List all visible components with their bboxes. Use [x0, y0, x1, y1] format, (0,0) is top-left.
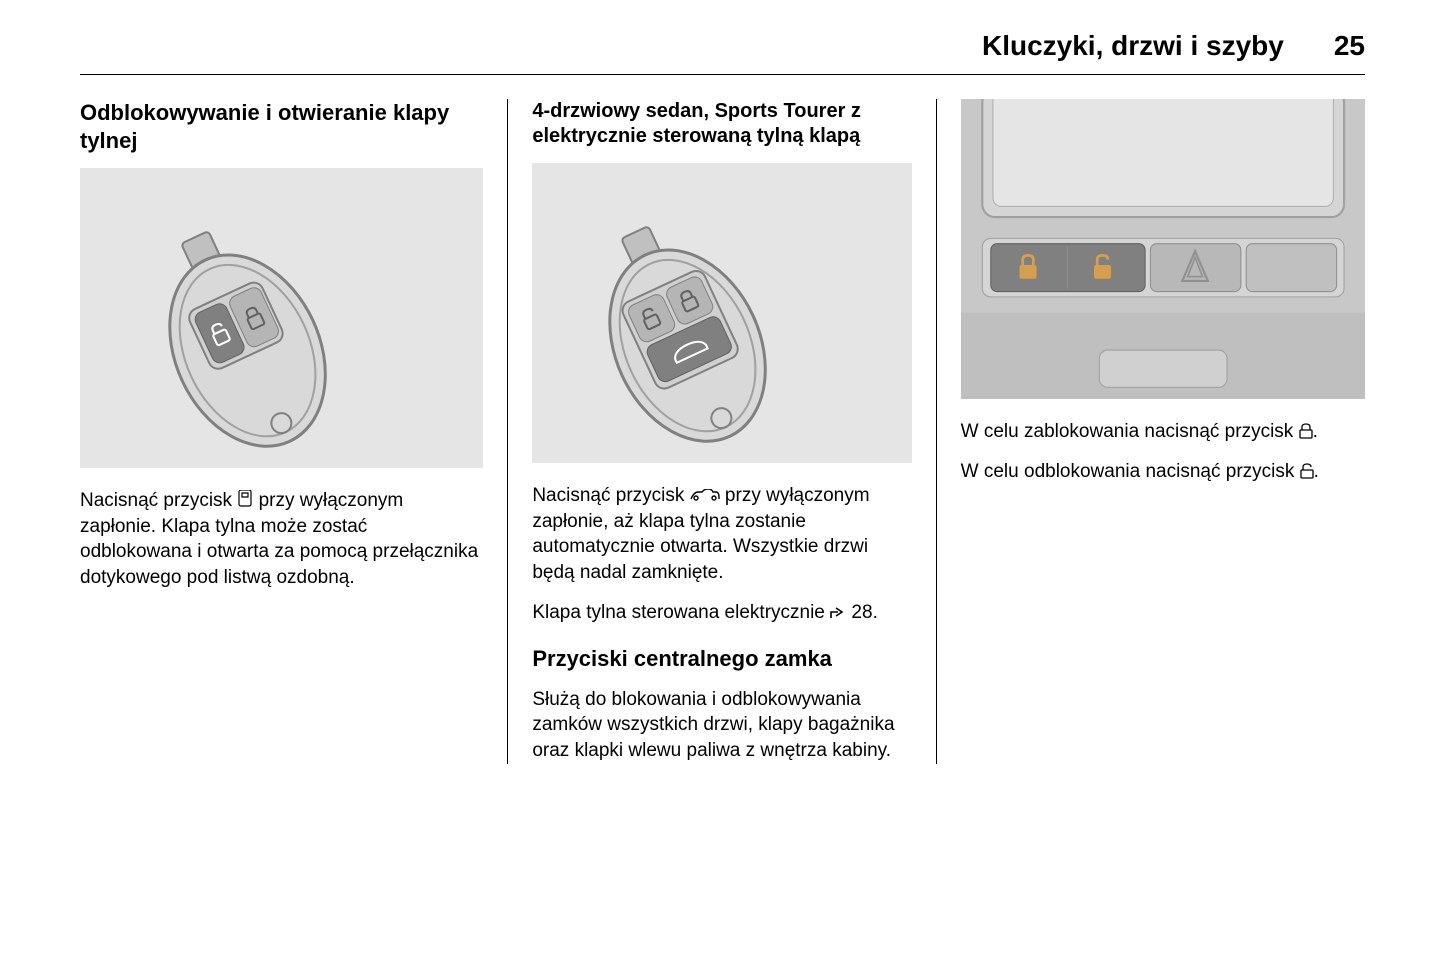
key-fob-2-button-svg	[142, 178, 422, 458]
col3-para2-post: .	[1314, 461, 1319, 482]
lock-open-icon	[1300, 461, 1314, 487]
key-fob-3-button-svg	[582, 173, 862, 453]
col3-para1-pre: W celu zablokowania nacisnąć przycisk	[961, 421, 1299, 442]
column-1: Odblokowywanie i otwieranie klapy tylnej	[80, 99, 508, 764]
col1-heading: Odblokowywanie i otwieranie klapy tylnej	[80, 99, 483, 154]
tailgate-icon	[237, 490, 253, 516]
column-3: W celu zablokowania nacisnąć przycisk . …	[937, 99, 1365, 764]
col1-para1: Nacisnąć przycisk przy wyłączonym zapłon…	[80, 488, 483, 591]
col3-para2-pre: W celu odblokowania nacisnąć przycisk	[961, 461, 1300, 482]
dashboard-buttons-image	[961, 99, 1365, 399]
col2-para2: Klapa tylna sterowana elektrycznie 28.	[532, 600, 911, 626]
column-2: 4-drzwiowy sedan, Sports Tourer z elektr…	[508, 99, 936, 764]
col2-para1-pre: Nacisnąć przycisk	[532, 485, 689, 506]
col2-para2-post: 28.	[846, 602, 878, 623]
col3-para1-post: .	[1313, 421, 1318, 442]
page-number: 25	[1334, 30, 1365, 62]
col2-para2-pre: Klapa tylna sterowana elektrycznie	[532, 602, 830, 623]
col3-para2: W celu odblokowania nacisnąć przycisk .	[961, 459, 1365, 485]
key-fob-3-button-image	[532, 163, 911, 463]
col1-para1-pre: Nacisnąć przycisk	[80, 490, 237, 511]
header-title: Kluczyki, drzwi i szyby	[982, 30, 1284, 62]
car-trunk-icon	[690, 485, 720, 511]
ref-arrow-icon	[830, 602, 846, 628]
col2-para3: Służą do blokowania i odblokowywania zam…	[532, 687, 911, 764]
page-container: Kluczyki, drzwi i szyby 25 Odblokowywani…	[0, 0, 1445, 804]
content-columns: Odblokowywanie i otwieranie klapy tylnej	[80, 99, 1365, 764]
col2-para1: Nacisnąć przycisk przy wyłączonym zapłon…	[532, 483, 911, 586]
dashboard-svg	[961, 99, 1365, 399]
col3-para1: W celu zablokowania nacisnąć przycisk .	[961, 419, 1365, 445]
page-header: Kluczyki, drzwi i szyby 25	[80, 30, 1365, 75]
col2-subheading: Przyciski centralnego zamka	[532, 645, 911, 673]
lock-closed-icon	[1299, 421, 1313, 447]
col2-heading: 4-drzwiowy sedan, Sports Tourer z elektr…	[532, 99, 911, 149]
key-fob-2-button-image	[80, 168, 483, 468]
